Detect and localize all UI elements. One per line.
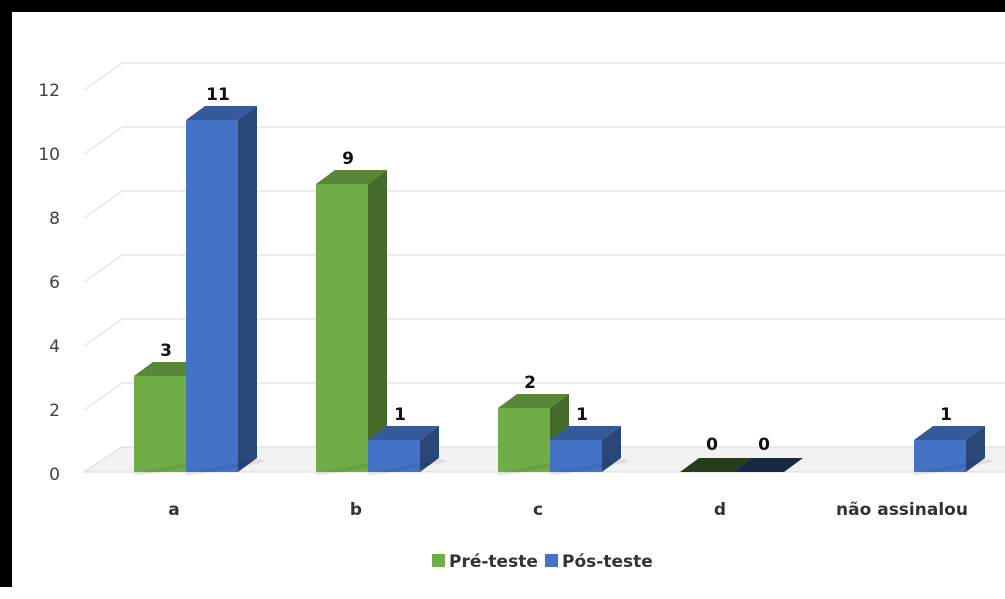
bar-top (368, 426, 439, 440)
bar-pos-teste-2 (548, 426, 629, 476)
legend-swatch (545, 554, 558, 567)
x-category-label: não assinalou (836, 500, 968, 520)
bars (132, 106, 993, 476)
bar-pre-teste-3 (680, 458, 751, 472)
data-label: 9 (342, 149, 354, 169)
bar-front (550, 440, 602, 472)
bar-top (680, 458, 751, 472)
bar-side (966, 426, 985, 472)
bar-shadow (912, 459, 993, 476)
legend-item-pos-teste: Pós-teste (545, 552, 653, 572)
bar-shadow (548, 459, 629, 476)
legend: Pré-teste Pós-teste (432, 552, 653, 572)
bar-front (316, 184, 368, 472)
data-label: 1 (576, 405, 588, 425)
y-tick-label: 6 (49, 273, 60, 293)
x-axis: a b c d não assinalou (168, 500, 968, 520)
gridline-side (83, 254, 123, 283)
bar-side (420, 426, 439, 472)
bar-top (316, 170, 387, 184)
data-label: 3 (160, 341, 172, 361)
data-label: 0 (758, 435, 770, 455)
data-label: 0 (706, 435, 718, 455)
bar-top (732, 458, 803, 472)
x-category-label: c (533, 500, 543, 520)
legend-swatch (432, 554, 445, 567)
bar-shadow (184, 459, 265, 476)
data-label: 1 (394, 405, 406, 425)
y-tick-label: 2 (49, 401, 60, 421)
bar-side (238, 106, 257, 472)
bar-front (498, 408, 550, 472)
bar-pre-teste-1 (314, 170, 395, 476)
gridline-side (83, 126, 123, 155)
y-tick-label: 8 (49, 209, 60, 229)
gridline-side (83, 382, 123, 411)
gridlines (83, 62, 1005, 411)
bar-top (498, 394, 569, 408)
bar-side (368, 170, 387, 472)
x-category-label: b (350, 500, 362, 520)
bar-pos-teste-0 (184, 106, 265, 476)
data-labels: 3 11 9 1 2 1 0 0 1 (160, 85, 952, 455)
bar-front (134, 376, 186, 472)
data-label: 1 (940, 405, 952, 425)
bar-pos-teste-3 (732, 458, 803, 472)
bar-front (186, 120, 238, 472)
bar-top (186, 106, 257, 120)
data-label: 11 (206, 85, 230, 105)
gridline-side (83, 318, 123, 347)
bar-top (550, 426, 621, 440)
bar-shadow (366, 459, 447, 476)
y-tick-label: 4 (49, 337, 60, 357)
y-axis: 0 2 4 6 8 10 12 (38, 81, 60, 485)
bar-front (368, 440, 420, 472)
bar-pos-teste-4 (912, 426, 993, 476)
bar-pos-teste-1 (366, 426, 447, 476)
x-category-label: a (168, 500, 179, 520)
data-label: 2 (524, 373, 536, 393)
chart-frame: 0 2 4 6 8 10 12 3 11 9 1 2 1 0 0 1 a b c d não assinalou P… (0, 0, 1005, 587)
bar-side (602, 426, 621, 472)
y-tick-label: 10 (38, 145, 60, 165)
y-tick-label: 12 (38, 81, 60, 101)
legend-label: Pré-teste (449, 552, 538, 572)
y-tick-label: 0 (49, 465, 60, 485)
bar-top (914, 426, 985, 440)
bar-front (914, 440, 966, 472)
gridline-side (83, 62, 123, 91)
legend-label: Pós-teste (562, 552, 653, 572)
legend-item-pre-teste: Pré-teste (432, 552, 538, 572)
gridline-side (83, 190, 123, 219)
x-category-label: d (714, 500, 726, 520)
